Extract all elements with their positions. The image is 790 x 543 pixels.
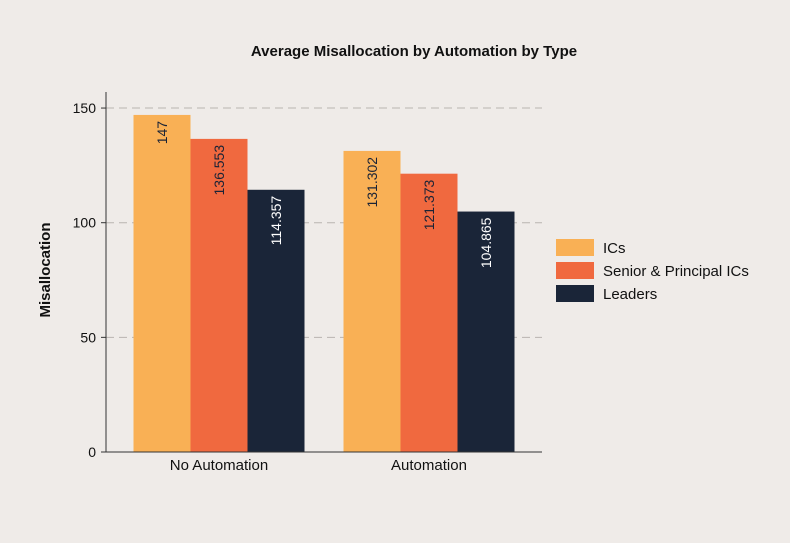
bar: [400, 173, 458, 452]
y-tick-label: 50: [80, 329, 96, 345]
y-tick-label: 0: [88, 444, 96, 460]
x-tick-label: No Automation: [170, 457, 268, 474]
legend-label: ICs: [603, 240, 626, 257]
legend[interactable]: ICs Senior & Principal ICs Leaders: [556, 239, 749, 303]
bar: [343, 150, 401, 452]
bar: [247, 189, 305, 452]
legend-label: Senior & Principal ICs: [603, 263, 749, 280]
legend-swatch: [556, 285, 594, 302]
bar: [457, 211, 515, 452]
legend-label: Leaders: [603, 286, 657, 303]
bar-value-label: 121.373: [421, 179, 437, 230]
bars: 147 136.553 114.357 131.302 121.373 104.865: [133, 114, 515, 453]
y-tick-label: 100: [73, 215, 97, 231]
bar-value-label: 114.357: [268, 196, 284, 246]
legend-swatch: [556, 262, 594, 279]
bar: [133, 114, 191, 453]
legend-swatch: [556, 239, 594, 256]
x-tick-label: Automation: [391, 457, 467, 474]
bar: [190, 138, 248, 453]
chart-title: Average Misallocation by Automation by T…: [251, 43, 577, 60]
bar-value-label: 147: [154, 121, 170, 145]
bar-value-label: 136.553: [211, 145, 227, 196]
bar-value-label: 131.302: [364, 157, 380, 208]
y-tick-label: 150: [73, 100, 97, 116]
bar-value-label: 104.865: [478, 217, 494, 268]
y-axis-label: Misallocation: [37, 222, 54, 317]
axes: 0 50 100 150 No Automation Automation: [73, 92, 542, 474]
